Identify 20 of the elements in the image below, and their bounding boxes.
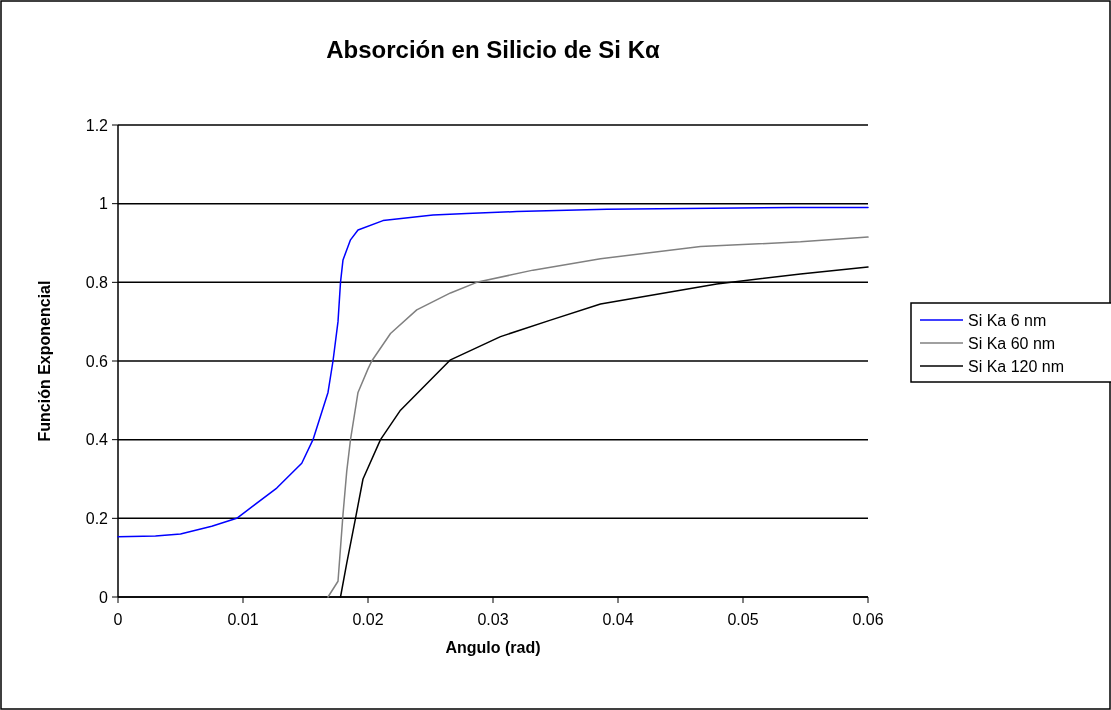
y-axis-title: Función Exponencial	[36, 280, 53, 442]
x-tick-label: 0.03	[477, 611, 509, 628]
y-tick-label: 1	[99, 195, 109, 213]
chart-title: Absorción en Silicio de Si Kα	[326, 36, 660, 63]
y-tick-label: 0.4	[85, 431, 109, 449]
x-tick-label: 0	[113, 611, 123, 628]
y-tick-label: 0.2	[85, 509, 109, 527]
y-tick-label: 1.2	[85, 116, 109, 134]
x-tick-label: 0.06	[852, 611, 884, 628]
legend-label: Si Ka 60 nm	[968, 334, 1056, 352]
y-tick-label: 0.6	[85, 352, 109, 370]
x-tick-label: 0.04	[602, 611, 634, 628]
y-tick-label: 0.8	[85, 273, 109, 291]
x-tick-label: 0.02	[352, 611, 384, 628]
x-axis-title: Angulo (rad)	[445, 639, 541, 656]
x-tick-label: 0.01	[227, 611, 259, 628]
x-tick-label: 0.05	[727, 611, 759, 628]
y-tick-label: 0	[99, 588, 109, 606]
legend-label: Si Ka 120 nm	[968, 357, 1065, 375]
legend-label: Si Ka 6 nm	[968, 311, 1047, 329]
